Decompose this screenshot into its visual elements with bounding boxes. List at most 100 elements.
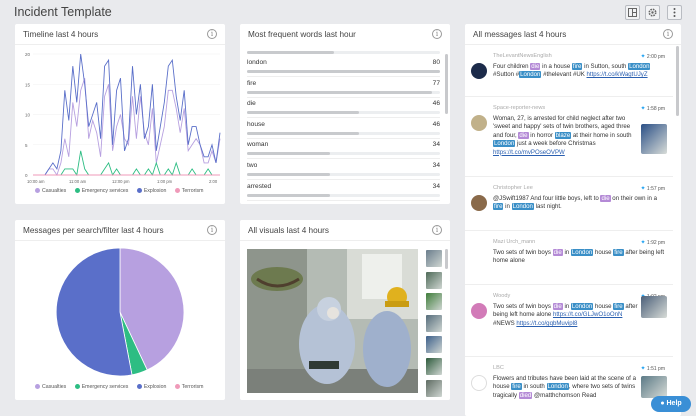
- main-visual[interactable]: [247, 249, 418, 393]
- word-count: 77: [432, 79, 440, 87]
- text-segment: in: [562, 303, 571, 310]
- text-segment: #thelevant #UK: [541, 71, 587, 79]
- message-author[interactable]: LBC: [493, 365, 504, 371]
- words-scrollbar[interactable]: [445, 54, 448, 114]
- message-image[interactable]: [641, 124, 667, 154]
- message-link[interactable]: https://t.co/kWagtUJyZ: [586, 71, 648, 79]
- messages-panel: All messages last 4 hours i TheLevantNew…: [465, 24, 681, 416]
- message-author[interactable]: Christopher Lee: [493, 185, 533, 191]
- visual-thumbnail[interactable]: [426, 336, 442, 354]
- visual-thumbnail[interactable]: [426, 293, 442, 311]
- keyword-highlight[interactable]: die: [600, 195, 611, 202]
- word-bar-fill: [247, 193, 330, 197]
- keyword-highlight[interactable]: London: [511, 203, 534, 211]
- keyword-highlight[interactable]: London: [570, 303, 594, 310]
- word-count: 46: [432, 100, 440, 108]
- word-bar-fill: [247, 173, 330, 176]
- text-segment: @matthchomson Read: [532, 391, 597, 399]
- keyword-highlight[interactable]: die: [530, 63, 541, 70]
- text-segment: after being left home alone: [493, 249, 665, 265]
- word-label: london: [247, 59, 267, 66]
- twitter-icon: ✦: [640, 106, 646, 112]
- word-label: woman: [247, 141, 269, 149]
- words-panel: Most frequent words last hour i london 8…: [240, 24, 450, 204]
- message-author[interactable]: TheLevantNewsEnglish: [493, 53, 552, 59]
- word-bar-fill: [247, 70, 440, 73]
- avatar[interactable]: [471, 115, 487, 131]
- word-row[interactable]: london 80: [247, 59, 440, 79]
- x-tick-label: 11:00 am: [69, 179, 87, 184]
- info-icon[interactable]: i: [432, 225, 442, 235]
- keyword-highlight[interactable]: fire: [493, 203, 504, 211]
- keyword-highlight[interactable]: die: [552, 303, 563, 310]
- info-icon[interactable]: i: [432, 29, 442, 39]
- keyword-highlight[interactable]: London: [628, 63, 651, 70]
- pie-title: Messages per search/filter last 4 hours: [23, 226, 164, 235]
- word-row[interactable]: woman 34: [247, 141, 440, 161]
- message-image[interactable]: [641, 296, 667, 318]
- keyword-highlight[interactable]: London: [570, 249, 594, 256]
- text-segment: on their own in a: [610, 195, 658, 202]
- keyword-highlight[interactable]: die: [518, 131, 529, 139]
- avatar[interactable]: [471, 375, 487, 391]
- info-icon[interactable]: i: [207, 29, 217, 39]
- keyword-highlight[interactable]: fire: [613, 249, 624, 256]
- word-label: arrested: [247, 182, 272, 190]
- visual-thumbnail[interactable]: [426, 358, 442, 375]
- message-link[interactable]: https://t.co/GLJwO1oOnN: [552, 311, 623, 319]
- pie-slice-casualties: [119, 247, 185, 371]
- visuals-scrollbar[interactable]: [445, 249, 448, 269]
- message-time: 1:58 pm: [646, 106, 665, 112]
- word-bar-track: [247, 193, 440, 197]
- settings-icon[interactable]: [645, 5, 660, 20]
- pie-chart: [55, 247, 185, 377]
- info-icon[interactable]: i: [207, 225, 217, 235]
- word-bar-track: [247, 173, 440, 176]
- help-button[interactable]: ● Help: [651, 396, 691, 412]
- y-tick-label: 20: [25, 52, 31, 57]
- top-bar: Incident Template: [0, 0, 696, 24]
- message-author[interactable]: Woody: [493, 293, 511, 299]
- messages-scrollbar[interactable]: [676, 46, 679, 116]
- word-row[interactable]: fire 77: [247, 80, 440, 100]
- avatar[interactable]: [471, 195, 487, 211]
- avatar[interactable]: [471, 303, 487, 319]
- word-row[interactable]: two 34: [247, 162, 440, 182]
- keyword-highlight[interactable]: London: [546, 383, 569, 391]
- text-segment: in south: [521, 383, 547, 391]
- word-row[interactable]: house 46: [247, 121, 440, 141]
- legend-casualties: Casualties: [42, 384, 67, 390]
- keyword-highlight[interactable]: fire: [613, 303, 624, 310]
- message-image[interactable]: [641, 376, 667, 398]
- visual-thumbnail[interactable]: [426, 379, 442, 397]
- text-segment: house: [593, 249, 614, 256]
- series-line-casualties: [33, 78, 221, 177]
- visual-thumbnail[interactable]: [426, 250, 442, 267]
- word-row[interactable]: arrested 34: [247, 183, 440, 203]
- message-author[interactable]: Mazi Urch_mann: [493, 239, 536, 245]
- visual-thumbnail[interactable]: [426, 314, 442, 332]
- more-icon[interactable]: [667, 5, 682, 20]
- keyword-highlight[interactable]: London: [519, 71, 542, 79]
- visual-thumbnail[interactable]: [426, 271, 442, 289]
- keyword-highlight[interactable]: blaze: [554, 131, 572, 139]
- message-text: Four children die in a house fire in Sut…: [493, 63, 665, 80]
- pie-legend: Casualties Emergency services Explosion …: [35, 384, 210, 390]
- message-link[interactable]: https://t.co/gqbMuvipl8: [516, 319, 578, 327]
- word-row[interactable]: die 46: [247, 100, 440, 120]
- keyword-highlight[interactable]: fire: [511, 383, 522, 391]
- message-link[interactable]: https://t.co/mvPOseOVPW: [493, 148, 565, 156]
- message-author[interactable]: Space-reporter-news: [493, 105, 546, 111]
- keyword-highlight[interactable]: die: [552, 249, 563, 256]
- message-time: 2:00 pm: [646, 54, 665, 60]
- keyword-highlight[interactable]: fire: [571, 63, 583, 70]
- word-bar-track: [247, 152, 440, 156]
- keyword-highlight[interactable]: London: [493, 140, 516, 148]
- word-bar-track: [247, 131, 440, 135]
- text-segment: just a week before Christmas: [515, 140, 596, 148]
- layout-icon[interactable]: [625, 5, 640, 20]
- info-icon[interactable]: i: [663, 29, 673, 39]
- keyword-highlight[interactable]: died: [518, 391, 533, 399]
- text-segment: #NEWS: [493, 319, 517, 327]
- avatar[interactable]: [471, 63, 487, 79]
